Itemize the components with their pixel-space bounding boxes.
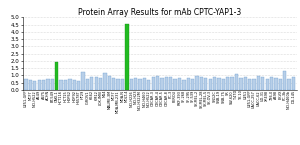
Bar (226, 77, 230, 90)
Bar (261, 77, 264, 90)
Bar (270, 77, 273, 90)
Bar (64, 80, 67, 90)
Bar (230, 77, 234, 90)
Bar (279, 79, 282, 90)
Bar (86, 79, 89, 90)
Bar (213, 77, 216, 90)
Bar (99, 78, 102, 90)
Bar (55, 62, 58, 90)
Bar (125, 24, 128, 90)
Bar (38, 80, 41, 90)
Bar (152, 77, 155, 90)
Bar (112, 78, 116, 90)
Bar (121, 79, 124, 90)
Bar (239, 78, 242, 90)
Bar (191, 79, 194, 90)
Bar (33, 81, 36, 90)
Bar (257, 76, 260, 90)
Bar (204, 78, 207, 90)
Title: Protein Array Results for mAb CPTC-YAP1-3: Protein Array Results for mAb CPTC-YAP1-… (78, 8, 242, 17)
Bar (24, 79, 28, 90)
Bar (283, 71, 286, 90)
Bar (147, 80, 150, 90)
Bar (165, 77, 168, 90)
Bar (103, 73, 106, 90)
Bar (195, 76, 199, 90)
Bar (252, 79, 256, 90)
Bar (160, 78, 164, 90)
Bar (46, 79, 50, 90)
Bar (274, 78, 278, 90)
Bar (156, 76, 159, 90)
Bar (235, 74, 238, 90)
Bar (108, 76, 111, 90)
Bar (244, 77, 247, 90)
Bar (29, 80, 32, 90)
Bar (217, 78, 220, 90)
Bar (68, 79, 71, 90)
Bar (73, 80, 76, 90)
Bar (173, 79, 177, 90)
Bar (90, 77, 93, 90)
Bar (208, 79, 212, 90)
Bar (143, 78, 146, 90)
Bar (222, 79, 225, 90)
Bar (130, 79, 133, 90)
Bar (94, 77, 98, 90)
Bar (59, 80, 63, 90)
Bar (248, 79, 251, 90)
Bar (292, 77, 295, 90)
Bar (116, 79, 120, 90)
Bar (42, 80, 45, 90)
Bar (77, 81, 80, 90)
Bar (81, 72, 85, 90)
Bar (138, 79, 142, 90)
Bar (287, 79, 291, 90)
Bar (134, 78, 137, 90)
Bar (169, 77, 172, 90)
Bar (182, 80, 185, 90)
Bar (187, 78, 190, 90)
Bar (266, 79, 269, 90)
Bar (51, 79, 54, 90)
Bar (200, 77, 203, 90)
Bar (178, 78, 181, 90)
